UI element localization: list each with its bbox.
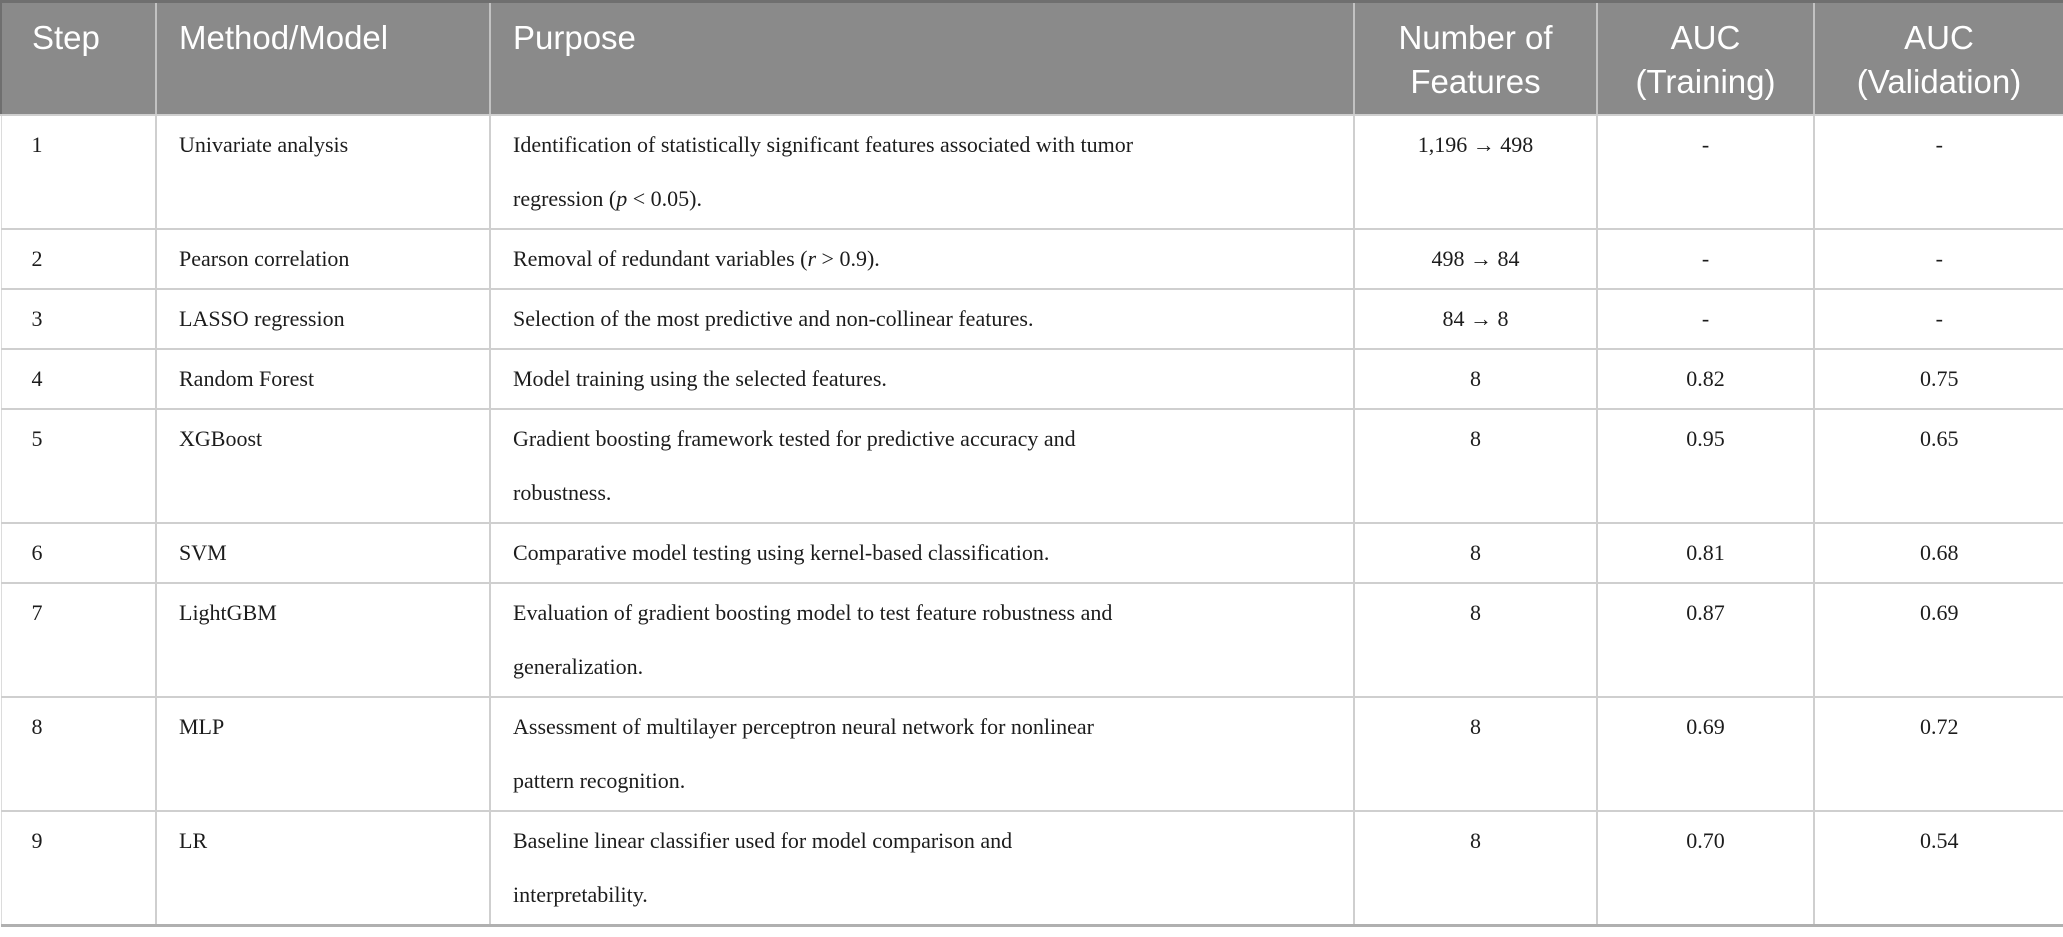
- cell-features: 1,196 → 498: [1353, 114, 1597, 230]
- table-row: 3 LASSO regression Selection of the most p…: [0, 288, 2063, 350]
- cell-method: Pearson correlation: [155, 228, 490, 290]
- cell-features: 498 → 84: [1353, 228, 1597, 290]
- cell-step: 2: [0, 228, 156, 290]
- cell-method: MLP: [155, 696, 490, 812]
- cell-method: SVM: [155, 522, 490, 584]
- cell-auc-validation: -: [1813, 114, 2063, 230]
- cell-auc-training: 0.69: [1596, 696, 1814, 812]
- cell-auc-training: -: [1596, 228, 1814, 290]
- cell-auc-training: 0.87: [1596, 582, 1814, 698]
- cell-auc-training: -: [1596, 288, 1814, 350]
- column-header-auc-validation: AUC (Validation): [1813, 0, 2063, 116]
- cell-purpose: Selection of the most predictive and non…: [489, 288, 1354, 350]
- cell-features: 84 → 8: [1353, 288, 1597, 350]
- column-header-purpose: Purpose: [489, 0, 1354, 116]
- cell-auc-training: 0.70: [1596, 810, 1814, 926]
- cell-step: 3: [0, 288, 156, 350]
- purpose-text: interpretability.: [513, 881, 648, 907]
- cell-auc-validation: 0.72: [1813, 696, 2063, 812]
- purpose-text: Removal of redundant variables (: [513, 245, 808, 271]
- cell-purpose: Baseline linear classifier used for mode…: [489, 810, 1354, 926]
- purpose-text: Identification of statistically signific…: [513, 131, 1134, 157]
- purpose-text: robustness.: [513, 479, 612, 505]
- cell-method: LASSO regression: [155, 288, 490, 350]
- header-row: Step Method/Model Purpose Number of Feature…: [0, 0, 2063, 116]
- cell-step: 4: [0, 348, 156, 410]
- table-row: 1 Univariate analysis Identification of st…: [0, 114, 2063, 230]
- purpose-text: Baseline linear classifier used for mode…: [513, 827, 1013, 853]
- cell-auc-validation: 0.75: [1813, 348, 2063, 410]
- cell-purpose: Removal of redundant variables (r > 0.9)…: [489, 228, 1354, 290]
- table-row: 7 LightGBM Evaluation of gradient boosting…: [0, 582, 2063, 698]
- cell-auc-training: 0.95: [1596, 408, 1814, 524]
- italic-variable: r: [807, 245, 817, 271]
- column-header-features: Number of Features: [1353, 0, 1597, 116]
- cell-auc-validation: -: [1813, 228, 2063, 290]
- cell-features: 8: [1353, 810, 1597, 926]
- table-body: 1 Univariate analysis Identification of st…: [0, 114, 2063, 926]
- cell-features: 8: [1353, 408, 1597, 524]
- purpose-text: Evaluation of gradient boosting model to…: [513, 599, 1113, 625]
- table-row: 9 LR Baseline linear classifier used for m…: [0, 810, 2063, 926]
- purpose-text: Gradient boosting framework tested for p…: [513, 425, 1076, 451]
- cell-auc-validation: -: [1813, 288, 2063, 350]
- table-row: 6 SVM Comparative model testing using kern…: [0, 522, 2063, 584]
- cell-method: XGBoost: [155, 408, 490, 524]
- cell-step: 1: [0, 114, 156, 230]
- cell-method: LR: [155, 810, 490, 926]
- italic-variable: p: [616, 185, 628, 211]
- cell-method: Random Forest: [155, 348, 490, 410]
- cell-auc-validation: 0.68: [1813, 522, 2063, 584]
- cell-purpose: Model training using the selected featur…: [489, 348, 1354, 410]
- cell-purpose: Assessment of multilayer perceptron neur…: [489, 696, 1354, 812]
- table-row: 4 Random Forest Model training using the s…: [0, 348, 2063, 410]
- purpose-text: regression (: [513, 185, 617, 211]
- cell-auc-training: 0.82: [1596, 348, 1814, 410]
- cell-step: 9: [0, 810, 156, 926]
- cell-auc-validation: 0.54: [1813, 810, 2063, 926]
- purpose-text: > 0.9).: [816, 245, 880, 271]
- purpose-text: Model training using the selected featur…: [513, 365, 887, 391]
- purpose-text: Assessment of multilayer perceptron neur…: [513, 713, 1094, 739]
- column-header-method: Method/Model: [155, 0, 490, 116]
- cell-features: 8: [1353, 348, 1597, 410]
- cell-auc-training: -: [1596, 114, 1814, 230]
- cell-method: Univariate analysis: [155, 114, 490, 230]
- cell-method: LightGBM: [155, 582, 490, 698]
- cell-step: 5: [0, 408, 156, 524]
- purpose-text: Selection of the most predictive and non…: [513, 305, 1034, 331]
- purpose-text: pattern recognition.: [513, 767, 686, 793]
- column-header-auc-training: AUC (Training): [1596, 0, 1814, 116]
- cell-purpose: Identification of statistically signific…: [489, 114, 1354, 230]
- table-header: Step Method/Model Purpose Number of Feature…: [0, 0, 2063, 116]
- cell-purpose: Comparative model testing using kernel-b…: [489, 522, 1354, 584]
- cell-step: 6: [0, 522, 156, 584]
- cell-step: 8: [0, 696, 156, 812]
- cell-features: 8: [1353, 582, 1597, 698]
- cell-purpose: Evaluation of gradient boosting model to…: [489, 582, 1354, 698]
- cell-features: 8: [1353, 522, 1597, 584]
- cell-auc-training: 0.81: [1596, 522, 1814, 584]
- purpose-text: generalization.: [513, 653, 644, 679]
- purpose-text: Comparative model testing using kernel-b…: [513, 539, 1050, 565]
- cell-features: 8: [1353, 696, 1597, 812]
- purpose-text: < 0.05).: [627, 185, 702, 211]
- cell-step: 7: [0, 582, 156, 698]
- table-row: 2 Pearson correlation Removal of redundant…: [0, 228, 2063, 290]
- cell-purpose: Gradient boosting framework tested for p…: [489, 408, 1354, 524]
- table-row: 5 XGBoost Gradient boosting framework test…: [0, 408, 2063, 524]
- table-row: 8 MLP Assessment of multilayer perceptron …: [0, 696, 2063, 812]
- cell-auc-validation: 0.69: [1813, 582, 2063, 698]
- column-header-step: Step: [0, 0, 156, 116]
- cell-auc-validation: 0.65: [1813, 408, 2063, 524]
